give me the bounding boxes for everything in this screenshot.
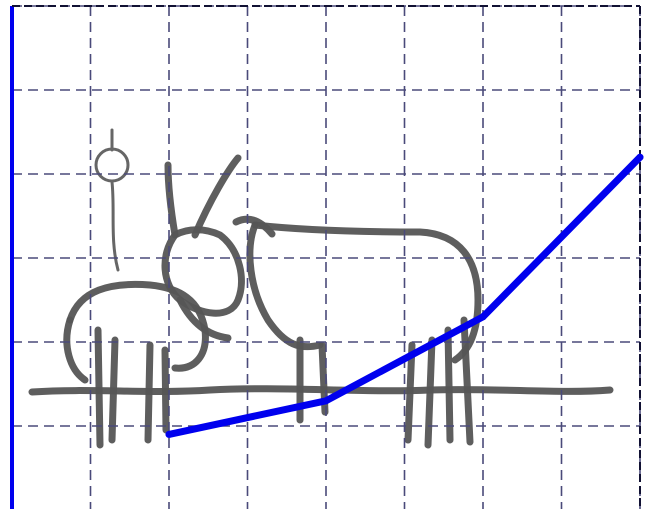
- data-point-0-3: [636, 153, 644, 161]
- data-point-0-1: [322, 397, 330, 405]
- axes: [10, 5, 641, 509]
- series-line-0: [165, 153, 644, 438]
- data-point-0-0: [165, 430, 173, 438]
- series-layer: [165, 153, 644, 438]
- data-point-0-2: [479, 313, 487, 321]
- donkey-sketch-illustration: [28, 128, 614, 449]
- grid-lines: [12, 5, 641, 509]
